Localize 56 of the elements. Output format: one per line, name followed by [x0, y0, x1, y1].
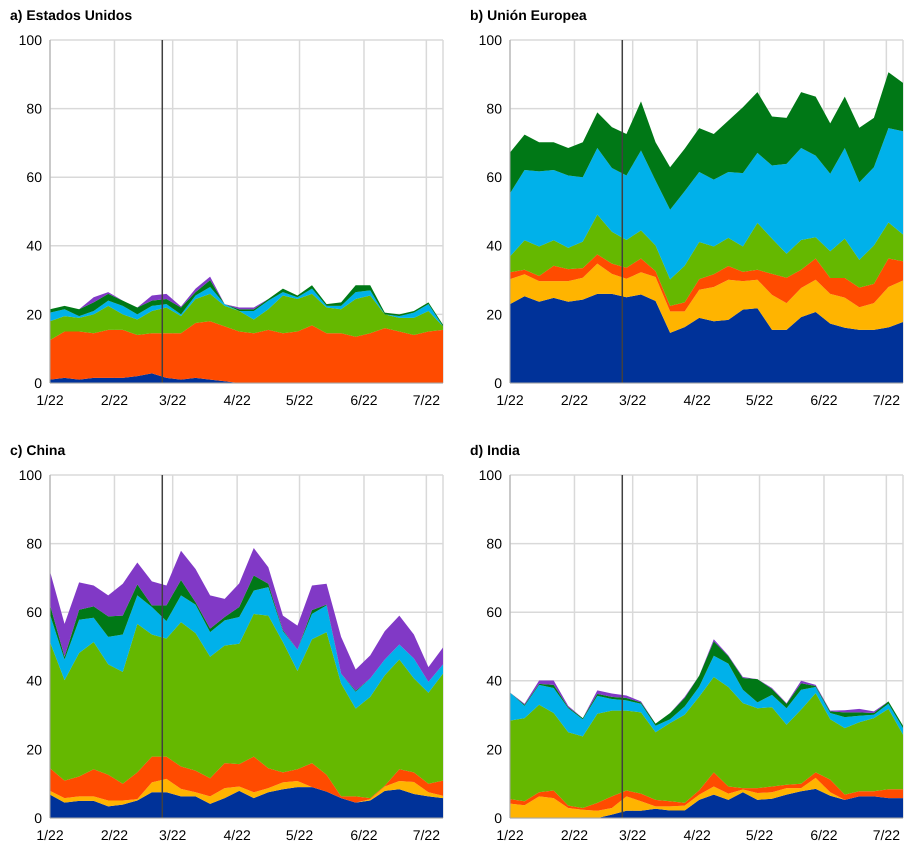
y-tick-label: 80 — [26, 536, 42, 552]
x-tick-label: 6/22 — [810, 827, 838, 843]
x-tick-label: 7/22 — [412, 392, 440, 408]
chart-title: a) Estados Unidos — [10, 7, 132, 23]
y-tick-label: 40 — [26, 672, 42, 689]
x-tick-label: 5/22 — [286, 827, 314, 843]
y-tick-label: 0 — [494, 810, 502, 826]
x-tick-label: 5/22 — [746, 392, 774, 408]
x-tick-label: 4/22 — [224, 392, 251, 408]
x-tick-label: 2/22 — [560, 827, 588, 843]
x-tick-label: 2/22 — [560, 392, 588, 408]
y-tick-label: 0 — [494, 374, 502, 391]
y-tick-label: 40 — [486, 672, 502, 689]
x-tick-label: 1/22 — [36, 392, 64, 408]
y-tick-label: 20 — [26, 741, 42, 758]
x-tick-label: 4/22 — [224, 827, 251, 843]
chart-title: c) China — [10, 442, 66, 458]
x-tick-label: 7/22 — [872, 827, 900, 843]
y-tick-label: 80 — [26, 100, 42, 116]
x-tick-label: 4/22 — [684, 827, 711, 843]
x-tick-label: 2/22 — [100, 392, 128, 408]
x-tick-label: 3/22 — [619, 392, 647, 408]
y-tick-label: 40 — [26, 238, 42, 254]
x-tick-label: 1/22 — [496, 827, 524, 843]
y-tick-label: 100 — [18, 32, 42, 48]
chart-title: d) India — [470, 442, 520, 458]
y-tick-label: 0 — [34, 374, 42, 391]
x-tick-label: 2/22 — [100, 827, 128, 843]
x-tick-label: 3/22 — [159, 392, 187, 408]
x-tick-label: 5/22 — [286, 392, 314, 408]
x-tick-label: 6/22 — [810, 392, 838, 408]
y-tick-label: 20 — [486, 306, 502, 322]
y-tick-label: 60 — [26, 604, 42, 620]
y-tick-label: 60 — [486, 169, 502, 186]
y-tick-label: 40 — [486, 238, 502, 254]
x-tick-label: 4/22 — [684, 392, 711, 408]
chart-title: b) Unión Europea — [470, 7, 587, 23]
x-tick-label: 3/22 — [159, 827, 187, 843]
x-tick-label: 5/22 — [746, 827, 774, 843]
y-tick-label: 100 — [18, 466, 42, 483]
y-tick-label: 100 — [478, 32, 502, 48]
y-tick-label: 0 — [34, 810, 42, 826]
y-tick-label: 20 — [486, 741, 502, 758]
x-tick-label: 1/22 — [496, 392, 524, 408]
x-tick-label: 7/22 — [412, 827, 440, 843]
y-tick-label: 100 — [478, 466, 502, 483]
y-tick-label: 80 — [486, 100, 502, 116]
x-tick-label: 3/22 — [619, 827, 647, 843]
y-tick-label: 80 — [486, 536, 502, 552]
x-tick-label: 6/22 — [350, 827, 378, 843]
x-tick-label: 6/22 — [350, 392, 378, 408]
y-tick-label: 60 — [486, 604, 502, 620]
x-tick-label: 7/22 — [872, 392, 900, 408]
x-tick-label: 1/22 — [36, 827, 64, 843]
y-tick-label: 20 — [26, 306, 42, 322]
y-tick-label: 60 — [26, 169, 42, 186]
